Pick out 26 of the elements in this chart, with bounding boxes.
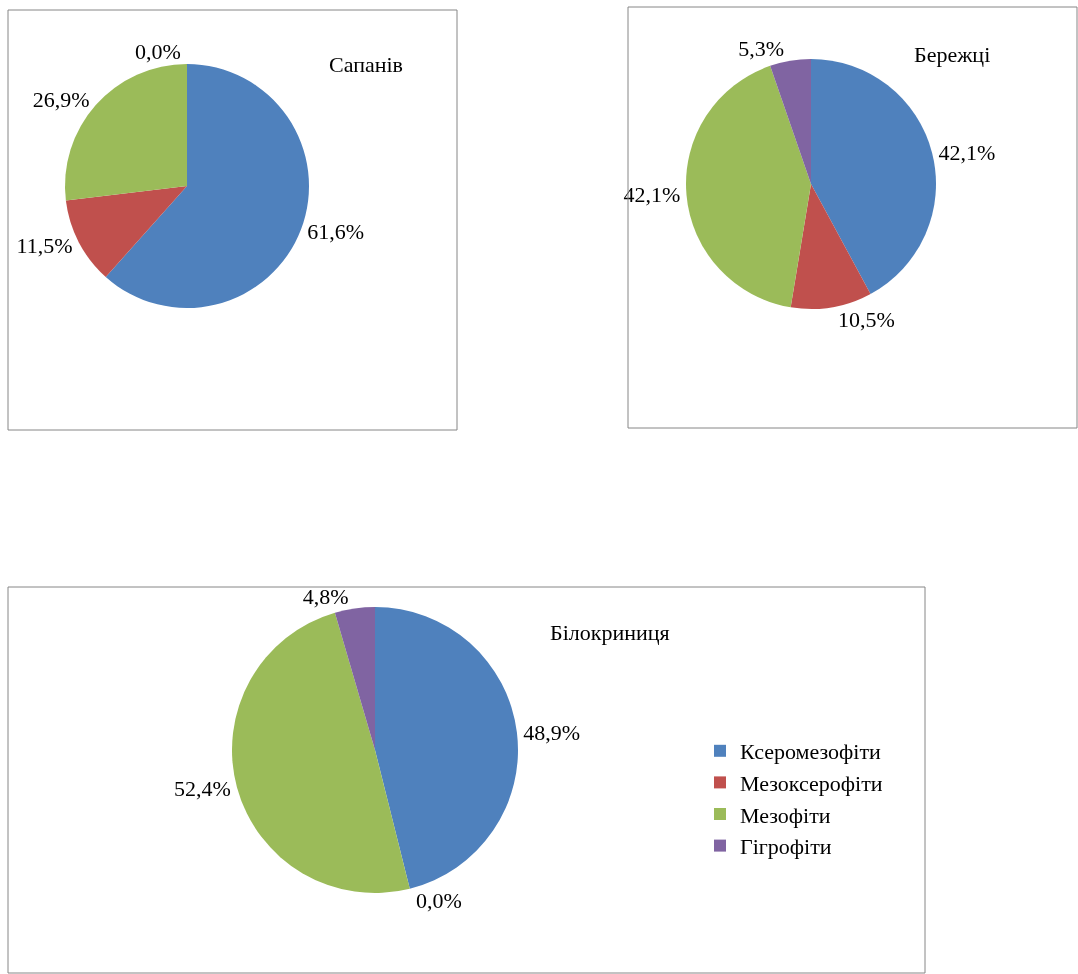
pie-slice <box>770 59 811 184</box>
data-label: 26,9% <box>32 87 90 113</box>
legend-label: Мезоксерофіти <box>740 770 883 796</box>
data-label: 11,5% <box>16 232 73 258</box>
chart-title: Бережці <box>914 42 991 67</box>
pie-slice <box>334 607 375 750</box>
data-label: 48,9% <box>523 719 580 745</box>
pie-slice <box>790 184 871 309</box>
pie-slice <box>686 65 811 308</box>
pie-slice <box>105 64 309 308</box>
data-label: 5,3% <box>738 36 785 62</box>
text: 0,0% <box>134 39 181 64</box>
pie-slice <box>375 607 518 889</box>
legend-label: Гігрофіти <box>740 834 832 860</box>
data-label: 10,5% <box>837 306 895 332</box>
data-label: 42,1% <box>623 182 681 208</box>
text: Білокриниця <box>550 620 670 645</box>
chart-title: Сапанів <box>329 52 403 77</box>
legend-label: Ксеромезофіти <box>740 739 881 765</box>
data-label: 52,4% <box>173 775 231 801</box>
text: 0,0% <box>416 887 462 913</box>
data-label: 4,8% <box>302 583 349 609</box>
legend-label: Мезофіти <box>740 802 831 828</box>
data-label: 42,1% <box>938 140 996 166</box>
data-label: 61,6% <box>307 218 365 244</box>
pie-slice <box>232 612 410 893</box>
